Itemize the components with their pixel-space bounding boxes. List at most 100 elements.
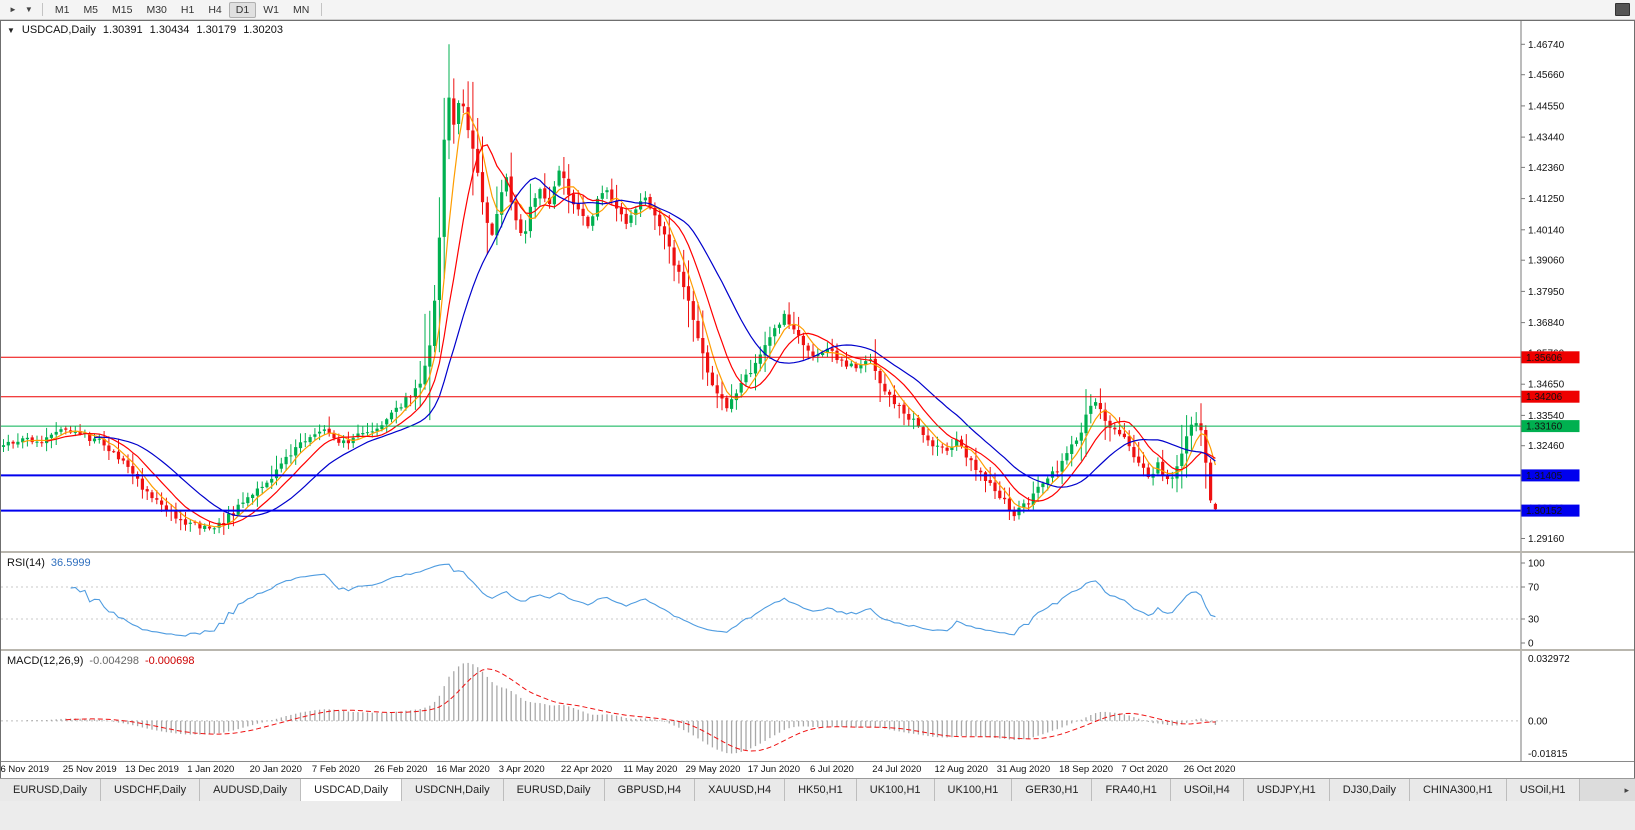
chart-tab-usoil-h1[interactable]: USOil,H1 [1506,779,1580,801]
chart-tab-eurusd-daily[interactable]: EURUSD,Daily [503,779,605,801]
chart-tab-eurusd-daily[interactable]: EURUSD,Daily [0,779,101,801]
timeframe-toolbar: M1 M5 M15 M30 H1 H4 D1 W1 MN [48,1,316,18]
svg-text:100: 100 [1528,559,1545,570]
timeframe-button-mn[interactable]: MN [292,3,310,16]
chart-tab-usoil-h4[interactable]: USOil,H4 [1170,779,1244,801]
date-axis-label: 13 Dec 2019 [125,764,179,775]
ohlc-high: 1.30434 [149,24,190,36]
chart-tab-dj30-daily[interactable]: DJ30,Daily [1329,779,1410,801]
svg-text:0: 0 [1528,639,1534,650]
ohlc-close: 1.30203 [243,24,283,36]
svg-text:1.46740: 1.46740 [1528,40,1565,51]
rsi-layer: 100 70 30 0 [1,553,1545,649]
svg-text:1.29160: 1.29160 [1528,534,1565,545]
svg-text:1.34206: 1.34206 [1526,392,1563,403]
chart-tab-china300-h1[interactable]: CHINA300,H1 [1409,779,1507,801]
date-axis-label: 3 Apr 2020 [498,764,545,775]
macd-title: MACD(12,26,9) -0.004298 -0.000698 [7,655,195,667]
date-axis-label: 6 Nov 2019 [0,764,50,775]
date-axis-label: 20 Jan 2020 [249,764,302,775]
date-axis-label: 22 Apr 2020 [560,764,613,775]
chart-tab-gbpusd-h4[interactable]: GBPUSD,H4 [604,779,696,801]
date-axis-label: 29 May 2020 [685,764,741,775]
svg-text:-0.01815: -0.01815 [1528,749,1568,760]
date-axis-label: 1 Jan 2020 [187,764,235,775]
price-chart-canvas[interactable]: 1.46740 1.45660 1.44550 1.43440 1.42360 1.412… [1,21,1634,551]
chart-tab-uk100-h1[interactable]: UK100,H1 [856,779,935,801]
macd-layer: 0.032972 0.00 -0.01815 [1,651,1570,761]
timeframe-button-h4[interactable]: H4 [208,3,222,16]
date-axis-label: 7 Oct 2020 [1121,764,1168,775]
rsi-title-name: RSI(14) [7,557,45,569]
date-axis-label: 6 Jul 2020 [810,764,854,775]
date-axis-label: 18 Sep 2020 [1059,764,1113,775]
svg-text:1.42360: 1.42360 [1528,163,1565,174]
date-axis-label: 26 Feb 2020 [374,764,428,775]
price-chart-layer: 1.46740 1.45660 1.44550 1.43440 1.42360 1.412… [1,21,1580,551]
chart-symbol-label: USDCAD,Daily [21,24,96,36]
svg-text:1.32460: 1.32460 [1528,441,1565,452]
svg-text:1.36840: 1.36840 [1528,318,1565,329]
svg-text:1.40140: 1.40140 [1528,225,1565,236]
macd-title-name: MACD(12,26,9) [7,655,83,667]
chart-tab-fra40-h1[interactable]: FRA40,H1 [1092,779,1171,801]
chart-tab-usdjpy-h1[interactable]: USDJPY,H1 [1243,779,1330,801]
svg-text:1.34650: 1.34650 [1528,380,1565,391]
svg-text:1.45660: 1.45660 [1528,70,1565,81]
macd-title-value-signal: -0.000698 [145,655,195,667]
date-axis-label: 12 Aug 2020 [934,764,988,775]
timeframe-button-m15[interactable]: M15 [112,3,133,16]
date-axis-label: 17 Jun 2020 [747,764,800,775]
ohlc-open: 1.30391 [102,24,143,36]
chart-tab-usdchf-daily[interactable]: USDCHF,Daily [100,779,201,801]
macd-panel-canvas[interactable]: 0.032972 0.00 -0.01815 MACD(12,26,9) -0.004… [1,651,1634,761]
tab-scroll-right-button[interactable]: ▸ [1624,784,1629,795]
dropdown-caret-icon[interactable]: ▼ [24,5,33,14]
chart-tab-bar: EURUSD,Daily USDCHF,Daily AUDUSD,Daily USDC… [0,778,1635,801]
svg-text:1.44550: 1.44550 [1528,101,1565,112]
date-axis-label: 25 Nov 2019 [62,764,117,775]
timeframe-button-m30[interactable]: M30 [146,3,167,16]
timeframe-button-h1[interactable]: H1 [180,3,195,16]
window-footer [0,801,1635,830]
svg-text:1.33160: 1.33160 [1526,422,1563,433]
chart-tab-xauusd-h4[interactable]: XAUUSD,H4 [695,779,786,801]
chart-tab-hk50-h1[interactable]: HK50,H1 [785,779,857,801]
svg-text:0.00: 0.00 [1528,716,1548,727]
svg-text:1.30152: 1.30152 [1526,506,1563,517]
svg-text:1.37950: 1.37950 [1528,287,1565,298]
timeframe-button-d1[interactable]: D1 [228,1,257,18]
date-axis[interactable]: 6 Nov 2019 25 Nov 2019 13 Dec 2019 1 Jan 20… [1,761,1634,778]
date-axis-label: 31 Aug 2020 [996,764,1051,775]
toolbar-separator [321,3,323,16]
timeframe-button-m1[interactable]: M1 [54,3,70,16]
ohlc-low: 1.30179 [196,24,237,36]
svg-text:70: 70 [1528,583,1540,594]
date-axis-label: 7 Feb 2020 [311,764,360,775]
chart-context-icon[interactable]: ▼ [7,25,15,35]
rsi-panel-canvas[interactable]: 100 70 30 0 RSI(14) 36.5999 [1,553,1634,649]
rsi-title: RSI(14) 36.5999 [7,557,91,569]
svg-text:0.032972: 0.032972 [1528,654,1570,665]
chart-tab-uk100-h1[interactable]: UK100,H1 [934,779,1013,801]
chart-tab-usdcnh-daily[interactable]: USDCNH,Daily [402,779,504,801]
svg-text:1.35606: 1.35606 [1526,353,1563,364]
date-axis-label: 26 Oct 2020 [1183,764,1236,775]
timeframe-button-m5[interactable]: M5 [83,3,99,16]
toolbar-corner-button[interactable] [1615,3,1630,16]
chart-tab-ger30-h1[interactable]: GER30,H1 [1012,779,1093,801]
chart-mode-icon[interactable]: ► [9,5,17,14]
panel-splitter[interactable] [1,649,1634,651]
date-axis-label: 11 May 2020 [623,764,678,775]
svg-text:1.33540: 1.33540 [1528,411,1565,422]
date-axis-label: 16 Mar 2020 [436,764,490,775]
chart-tab-audusd-daily[interactable]: AUDUSD,Daily [200,779,302,801]
panel-splitter[interactable] [1,551,1634,553]
toolbar-separator [41,3,43,16]
timeframe-button-w1[interactable]: W1 [263,3,279,16]
chart-header: ▼ USDCAD,Daily 1.30391 1.30434 1.30179 1… [7,24,283,36]
svg-text:1.43440: 1.43440 [1528,133,1565,144]
chart-tab-usdcad-daily[interactable]: USDCAD,Daily [301,779,403,801]
svg-text:1.31405: 1.31405 [1526,471,1563,482]
date-axis-label: 24 Jul 2020 [872,764,922,775]
